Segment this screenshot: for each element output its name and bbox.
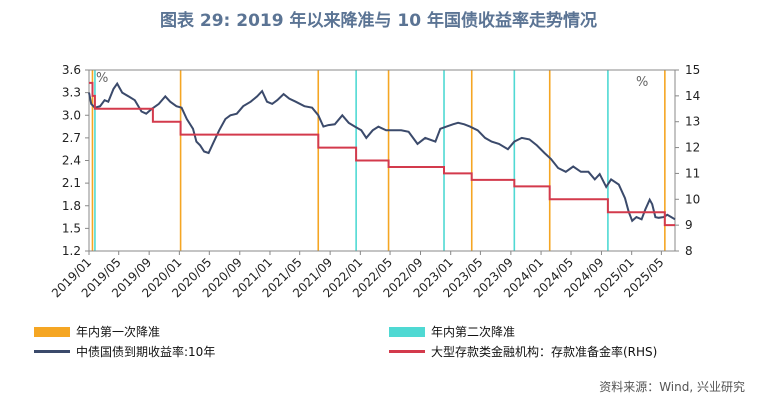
legend-cut2: 年内第二次降准 bbox=[389, 323, 515, 340]
legend-bond-label: 中债国债到期收益率:10年 bbox=[76, 345, 216, 359]
legend-cut1-swatch bbox=[34, 326, 70, 337]
right-tick-label-4: 11 bbox=[685, 166, 700, 180]
legend-rrr-swatch bbox=[389, 350, 425, 353]
rrr-line bbox=[89, 81, 675, 227]
left-tick-label-2: 3.0 bbox=[62, 108, 81, 122]
left-tick-label-4: 2.4 bbox=[62, 154, 81, 168]
left-axis-unit: % bbox=[96, 71, 108, 86]
right-tick-label-6: 9 bbox=[685, 218, 693, 232]
legend-bond-swatch bbox=[34, 350, 70, 353]
legend-cut1-label: 年内第一次降准 bbox=[76, 325, 161, 339]
right-axis: 15 14 13 12 11 10 9 8 bbox=[675, 63, 700, 258]
chart-title: 图表 29: 2019 年以来降准与 10 年国债收益率走势情况 bbox=[159, 11, 598, 31]
right-tick-label-2: 13 bbox=[685, 115, 700, 129]
right-tick-label-7: 8 bbox=[685, 244, 693, 258]
legend-cut2-swatch bbox=[389, 326, 425, 337]
left-tick-label-1: 3.3 bbox=[62, 86, 81, 100]
left-tick-label-5: 2.1 bbox=[62, 176, 81, 190]
right-axis-unit: % bbox=[636, 75, 648, 90]
left-tick-label-3: 2.7 bbox=[62, 131, 81, 145]
left-tick-label-8: 1.2 bbox=[62, 244, 81, 258]
bond-yield-line bbox=[88, 81, 676, 223]
right-tick-label-5: 10 bbox=[685, 192, 700, 206]
legend-cut2-label: 年内第二次降准 bbox=[431, 325, 516, 339]
right-tick-label-1: 14 bbox=[685, 89, 700, 103]
left-tick-label-6: 1.8 bbox=[62, 199, 81, 213]
legend-rrr-label: 大型存款类金融机构：存款准备金率(RHS) bbox=[431, 345, 658, 359]
source-note: 资料来源：Wind, 兴业研究 bbox=[599, 380, 745, 394]
right-tick-label-3: 12 bbox=[685, 141, 700, 155]
legend-rrr: 大型存款类金融机构：存款准备金率(RHS) bbox=[389, 343, 657, 360]
x-axis: 2019/012019/052019/092020/012020/052020/… bbox=[49, 251, 667, 300]
legend-cut1: 年内第一次降准 bbox=[34, 323, 160, 340]
left-tick-label-7: 1.5 bbox=[62, 221, 81, 235]
legend-bond: 中债国债到期收益率:10年 bbox=[34, 343, 215, 360]
right-tick-label-0: 15 bbox=[685, 63, 700, 77]
left-axis: 3.6 3.3 3.0 2.7 2.4 2.1 1.8 1.5 1.2 bbox=[62, 63, 89, 258]
left-tick-label-0: 3.6 bbox=[62, 63, 81, 77]
